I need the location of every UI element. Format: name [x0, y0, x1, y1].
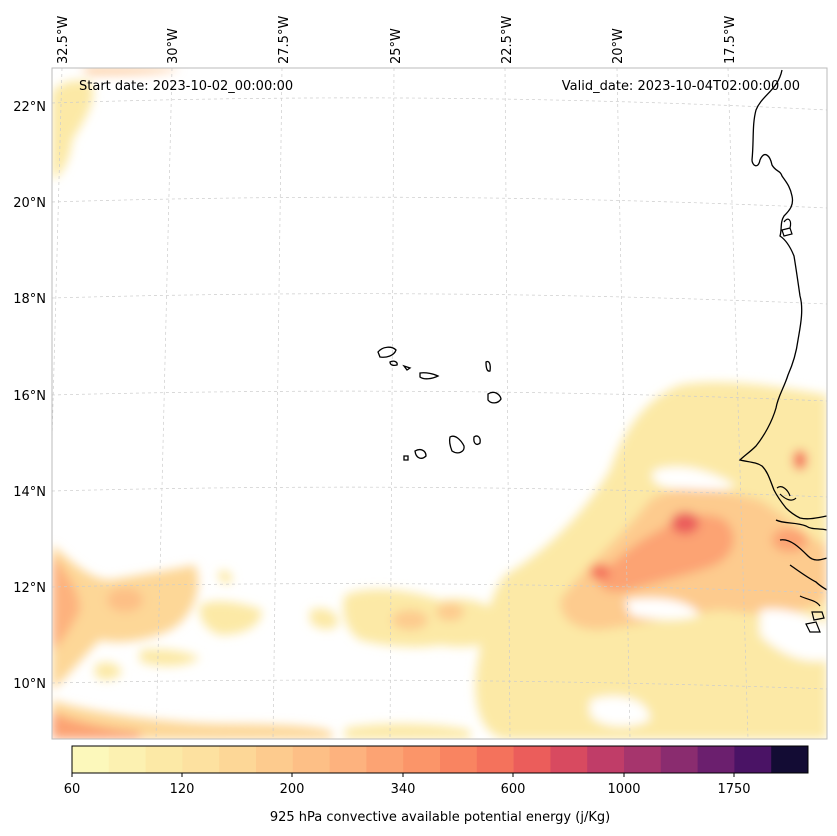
colorbar [72, 746, 809, 773]
cape-max-1 [671, 512, 699, 534]
lon-label: 20°W [611, 28, 626, 64]
longitude-labels: 32.5°W 30°W 27.5°W 25°W 22.5°W 20°W 17.5… [56, 16, 738, 64]
cb-tick-label: 60 [64, 782, 81, 797]
map-border [51, 67, 828, 740]
colorbar-segment [292, 746, 331, 773]
cape-max-4 [772, 528, 808, 552]
colorbar-segment [624, 746, 662, 773]
coastline-africa [738, 69, 827, 520]
cb-tick-label: 600 [501, 782, 526, 797]
cb-tick-label: 120 [170, 782, 195, 797]
colorbar-segment [771, 746, 809, 773]
lon-label: 30°W [166, 28, 181, 64]
cape-max-3 [793, 450, 807, 470]
lon-label: 25°W [389, 28, 404, 64]
colorbar-segment [108, 746, 147, 773]
lon-label: 27.5°W [277, 16, 292, 64]
colorbar-segment [734, 746, 772, 773]
cb-tick-label: 340 [391, 782, 416, 797]
lat-label: 12°N [13, 581, 46, 596]
colorbar-segment [366, 746, 404, 773]
lat-label: 10°N [13, 677, 46, 692]
latitude-labels: 22°N 20°N 18°N 16°N 14°N 12°N 10°N [13, 100, 46, 692]
cape-region-west [52, 545, 199, 690]
colorbar-segment [513, 746, 551, 773]
colorbar-segment [256, 746, 294, 773]
colorbar-segment [476, 746, 515, 773]
colorbar-segment [440, 746, 478, 773]
colorbar-segment [550, 746, 588, 773]
colorbar-segment [660, 746, 699, 773]
colorbar-segment [587, 746, 625, 773]
lat-label: 18°N [13, 292, 46, 307]
colorbar-segment [182, 746, 220, 773]
cape-region-south [52, 700, 332, 739]
cb-tick-label: 1000 [607, 782, 640, 797]
lon-label: 32.5°W [56, 16, 71, 64]
colorbar-frame [71, 745, 809, 774]
lon-label: 22.5°W [500, 16, 515, 64]
cb-tick-label: 1750 [717, 782, 750, 797]
colorbar-title: 925 hPa convective available potential e… [270, 810, 610, 825]
cape-max-2 [590, 564, 610, 580]
colorbar-ticks [71, 773, 735, 777]
cb-tick-label: 200 [280, 782, 305, 797]
lat-label: 20°N [13, 196, 46, 211]
colorbar-segment [145, 746, 183, 773]
colorbar-segment [697, 746, 735, 773]
lon-label: 17.5°W [723, 16, 738, 64]
colorbar-segment [72, 746, 110, 773]
start-date-label: Start date: 2023-10-02_00:00:00 [79, 79, 293, 94]
valid-date-label: Valid_date: 2023-10-04T02:00:00.00 [562, 79, 800, 94]
cape-region-northwest [52, 80, 94, 180]
cape-region-east-core [599, 514, 734, 592]
colorbar-tick-labels: 60 120 200 340 600 1000 1750 [64, 782, 751, 797]
colorbar-segment [329, 746, 367, 773]
graticule [52, 68, 827, 739]
colorbar-segment [403, 746, 441, 773]
cape-verde-islands [377, 346, 502, 461]
cape-field [52, 68, 827, 739]
lat-label: 16°N [13, 389, 46, 404]
lat-label: 14°N [13, 485, 46, 500]
colorbar-segment [219, 746, 257, 773]
lat-label: 22°N [13, 100, 46, 115]
